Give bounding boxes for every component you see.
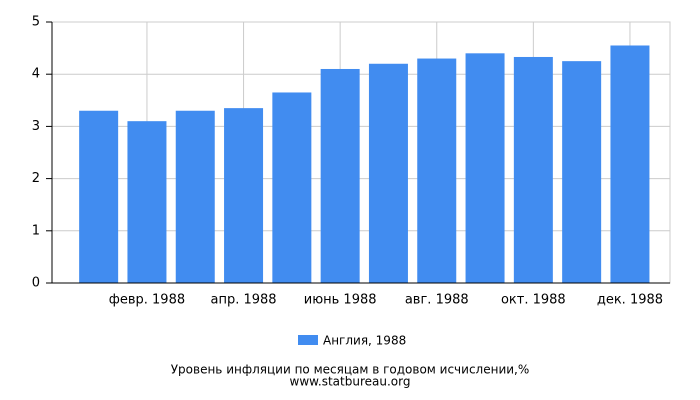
- y-tick-label: 3: [32, 119, 40, 134]
- x-tick-label: февр. 1988: [109, 293, 185, 308]
- chart-title: Уровень инфляции по месяцам в годовом ис…: [171, 363, 530, 377]
- x-tick-label: окт. 1988: [501, 293, 566, 308]
- bar: [417, 58, 457, 283]
- x-tick-label: июнь 1988: [304, 293, 377, 308]
- bar: [272, 92, 312, 283]
- bar: [562, 61, 602, 284]
- x-tick-label: авг. 1988: [405, 293, 469, 308]
- bar: [320, 68, 360, 283]
- bar: [79, 110, 119, 284]
- y-tick-label: 1: [32, 223, 40, 238]
- y-tick-label: 4: [32, 67, 40, 82]
- bar: [368, 63, 408, 284]
- bar: [175, 110, 215, 284]
- bar: [513, 56, 553, 283]
- y-tick-label: 0: [32, 276, 40, 291]
- legend-label: Англия, 1988: [323, 334, 406, 348]
- bar: [465, 53, 505, 283]
- x-tick-label: дек. 1988: [597, 293, 663, 308]
- x-tick-label: апр. 1988: [211, 293, 277, 308]
- bar: [610, 45, 650, 283]
- legend-swatch: [298, 335, 318, 345]
- y-tick-label: 2: [32, 171, 40, 186]
- bar: [127, 121, 167, 284]
- bar: [224, 108, 264, 283]
- chart-subtitle: www.statbureau.org: [290, 375, 411, 389]
- y-tick-label: 5: [32, 15, 40, 30]
